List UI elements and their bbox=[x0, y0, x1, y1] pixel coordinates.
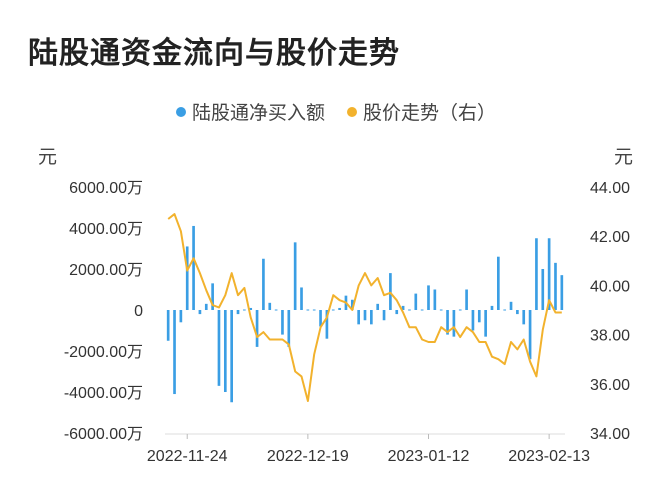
bar-net-buy bbox=[522, 310, 526, 325]
bar-net-buy bbox=[433, 289, 437, 310]
bar-net-buy bbox=[236, 310, 240, 315]
left-tick-label: 0 bbox=[134, 303, 143, 320]
legend-item-line[interactable]: 股价走势（右） bbox=[347, 98, 496, 125]
bar-net-buy bbox=[484, 310, 487, 337]
legend-item-bar[interactable]: 陆股通净买入额 bbox=[175, 98, 325, 125]
bar-net-buy bbox=[497, 256, 500, 310]
bar-net-buy bbox=[350, 299, 354, 310]
bar-net-buy bbox=[560, 275, 564, 310]
bar-net-buy bbox=[287, 310, 291, 347]
bar-net-buy bbox=[439, 309, 443, 311]
right-tick-label: 44.00 bbox=[590, 180, 630, 197]
bar-net-buy bbox=[223, 310, 227, 392]
bar-net-buy bbox=[516, 310, 519, 315]
right-tick-label: 36.00 bbox=[590, 377, 630, 394]
right-tick-label: 40.00 bbox=[590, 278, 630, 295]
bar-net-buy bbox=[179, 310, 183, 323]
bar-net-buy bbox=[408, 309, 411, 311]
bar-net-buy bbox=[509, 301, 513, 310]
bar-net-buy bbox=[395, 310, 399, 315]
bar-net-buy bbox=[528, 310, 532, 360]
bar-net-buy bbox=[204, 303, 208, 310]
legend-line-marker bbox=[347, 106, 358, 117]
bar-net-buy bbox=[198, 310, 202, 315]
left-tick-label: -4000.00万 bbox=[64, 385, 143, 402]
bar-net-buy bbox=[331, 309, 335, 311]
bar-net-buy bbox=[490, 305, 494, 310]
left-tick-label: -2000.00万 bbox=[64, 344, 143, 361]
right-tick-label: 34.00 bbox=[590, 426, 630, 443]
bar-net-buy bbox=[458, 309, 462, 311]
bar-net-buy bbox=[268, 302, 272, 310]
bar-net-buy bbox=[389, 273, 392, 310]
legend-line-label: 股价走势（右） bbox=[363, 102, 497, 124]
bar-net-buy bbox=[503, 309, 507, 311]
bar-net-buy bbox=[173, 310, 176, 395]
bar-net-buy bbox=[281, 310, 284, 335]
x-tick-label: 2023-02-13 bbox=[508, 448, 590, 465]
left-tick-label: 4000.00万 bbox=[69, 221, 143, 238]
bar-net-buy bbox=[300, 287, 303, 310]
bar-net-buy bbox=[274, 309, 278, 311]
bar-net-buy bbox=[363, 310, 367, 321]
x-tick-label: 2022-11-24 bbox=[147, 448, 228, 465]
bar-net-buy bbox=[306, 309, 310, 311]
bar-net-buy bbox=[541, 269, 545, 310]
bar-net-buy bbox=[262, 258, 265, 310]
bar-net-buy bbox=[217, 310, 221, 386]
bar-net-buy bbox=[357, 310, 360, 325]
bar-net-buy bbox=[452, 310, 456, 337]
bar-net-buy bbox=[243, 309, 246, 311]
bar-net-buy bbox=[535, 238, 538, 310]
bar-net-buy bbox=[293, 242, 297, 310]
bar-net-buy bbox=[420, 309, 424, 311]
bar-net-buy bbox=[211, 283, 214, 310]
bar-net-buy bbox=[401, 305, 405, 310]
bar-net-buy bbox=[477, 310, 481, 323]
bar-net-buy bbox=[465, 289, 468, 310]
bar-net-buy bbox=[547, 238, 551, 310]
x-tick-label: 2022-12-19 bbox=[267, 448, 349, 465]
left-axis-unit: 元 bbox=[38, 146, 58, 168]
x-tick-label: 2023-01-12 bbox=[388, 448, 470, 465]
bar-net-buy bbox=[166, 310, 170, 341]
right-tick-label: 38.00 bbox=[590, 328, 630, 345]
bar-net-buy bbox=[382, 310, 386, 321]
bar-net-buy bbox=[376, 303, 380, 310]
right-axis-unit: 元 bbox=[614, 146, 634, 168]
left-tick-label: 2000.00万 bbox=[69, 262, 143, 279]
bar-net-buy bbox=[554, 262, 557, 310]
legend-bar-label: 陆股通净买入额 bbox=[191, 102, 325, 124]
bar-net-buy bbox=[255, 310, 259, 347]
legend: 陆股通净买入额 股价走势（右） bbox=[0, 98, 672, 125]
chart-title: 陆股通资金流向与股价走势 bbox=[28, 36, 400, 71]
right-tick-label: 42.00 bbox=[590, 229, 630, 246]
bar-net-buy bbox=[230, 310, 233, 403]
bar-net-buy bbox=[325, 310, 329, 339]
left-tick-label: -6000.00万 bbox=[64, 426, 143, 443]
bar-net-buy bbox=[312, 309, 316, 311]
bar-net-buy bbox=[185, 246, 189, 310]
bar-net-buy bbox=[471, 310, 475, 331]
bar-net-buy bbox=[338, 307, 341, 310]
left-tick-label: 6000.00万 bbox=[69, 180, 143, 197]
bar-net-buy bbox=[414, 293, 418, 310]
bar-net-buy bbox=[370, 310, 373, 325]
price-line bbox=[167, 213, 562, 402]
bar-net-buy bbox=[319, 310, 322, 327]
legend-bar-marker bbox=[175, 106, 186, 117]
bar-net-buy bbox=[427, 285, 430, 310]
bar-net-buy bbox=[249, 307, 253, 310]
bar-net-buy bbox=[446, 310, 449, 335]
bar-net-buy bbox=[192, 225, 195, 310]
